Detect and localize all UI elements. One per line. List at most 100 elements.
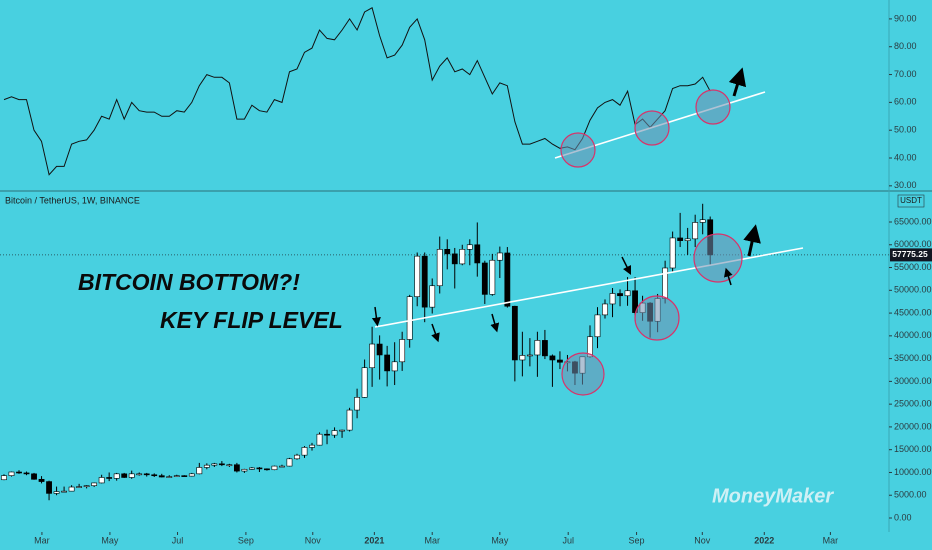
- candle-body: [143, 473, 150, 476]
- candle-body: [279, 465, 285, 468]
- candle-body: [331, 430, 338, 436]
- candle-body: [481, 262, 488, 295]
- highlight-circle: [634, 110, 670, 146]
- x-tick-label: Mar: [424, 535, 440, 545]
- candle-body: [474, 244, 481, 264]
- candle-body: [113, 473, 120, 479]
- candle-body: [692, 222, 699, 240]
- candle-body: [496, 252, 503, 261]
- candle-body: [466, 244, 473, 250]
- arrow: [743, 224, 761, 257]
- candle-body: [677, 237, 684, 241]
- x-tick-label: May: [101, 535, 119, 545]
- y-tick-label: 5000.00: [894, 490, 927, 500]
- last-price-box: [890, 248, 932, 262]
- y-tick-label: 90.00: [894, 13, 917, 23]
- highlight-circle: [634, 295, 680, 341]
- y-tick-label: 80.00: [894, 41, 917, 51]
- candle-body: [136, 473, 143, 476]
- candle-body: [369, 343, 376, 369]
- candle-body: [121, 473, 128, 478]
- y-tick-label: 25000.00: [894, 399, 932, 409]
- candle-body: [504, 252, 511, 307]
- x-tick-label: 2021: [364, 535, 384, 545]
- candle-body: [346, 409, 353, 431]
- candle-body: [609, 293, 616, 305]
- last-price-label: 57775.25: [892, 249, 928, 259]
- candle-body: [241, 468, 248, 472]
- y-tick-label: 40000.00: [894, 330, 932, 340]
- candle-body: [557, 359, 563, 363]
- candle-body: [83, 485, 90, 487]
- candle-body: [294, 454, 300, 460]
- y-tick-label: 0.00: [894, 512, 912, 522]
- candle-body: [1, 475, 7, 481]
- candle-body: [324, 433, 330, 436]
- currency-label: USDT: [900, 196, 922, 205]
- candle-body: [98, 477, 105, 484]
- currency-box: [897, 194, 925, 208]
- candle-body: [166, 476, 173, 478]
- arrow: [621, 256, 632, 276]
- candle-body: [436, 249, 443, 287]
- x-tick-label: Jul: [172, 535, 184, 545]
- candle-body: [256, 467, 263, 470]
- candle-body: [76, 486, 83, 488]
- candle-body: [181, 475, 188, 477]
- candle-body: [354, 397, 360, 411]
- candle-body: [617, 293, 623, 297]
- highlight-circle: [693, 233, 743, 283]
- candle-body: [451, 253, 458, 265]
- candle-body: [669, 237, 676, 269]
- candle-body: [23, 472, 30, 475]
- candle-body: [188, 473, 195, 477]
- candle-body: [218, 463, 225, 466]
- candle-body: [8, 471, 15, 476]
- x-tick-label: Nov: [305, 535, 322, 545]
- x-tick-label: Sep: [629, 535, 645, 545]
- candle-body: [549, 355, 556, 361]
- candle-body: [594, 314, 601, 338]
- candle-body: [226, 464, 233, 467]
- y-tick-label: 15000.00: [894, 444, 932, 454]
- candle-body: [421, 255, 428, 308]
- y-tick-label: 55000.00: [894, 262, 932, 272]
- candle-body: [444, 249, 451, 255]
- y-tick-label: 60000.00: [894, 239, 932, 249]
- arrow: [728, 67, 747, 97]
- candle-body: [316, 433, 323, 446]
- candle-body: [264, 468, 270, 471]
- candle-body: [459, 249, 466, 265]
- symbol-title: Bitcoin / TetherUS, 1W, BINANCE: [5, 195, 140, 205]
- watermark: MoneyMaker: [712, 485, 834, 507]
- candle-body: [106, 477, 113, 479]
- candle-body: [249, 467, 255, 470]
- arrow: [371, 306, 381, 327]
- x-tick-label: Mar: [823, 535, 839, 545]
- candle-body: [624, 290, 631, 297]
- candle-body: [399, 339, 406, 363]
- candle-body: [301, 447, 308, 456]
- candle-body: [602, 303, 608, 316]
- y-tick-label: 20000.00: [894, 421, 932, 431]
- candle-body: [534, 340, 541, 356]
- candle-body: [53, 491, 60, 494]
- candle-body: [61, 490, 67, 493]
- candle-body: [406, 296, 413, 340]
- candle-body: [489, 259, 496, 295]
- y-tick-label: 40.00: [894, 152, 917, 162]
- y-tick-label: 45000.00: [894, 307, 932, 317]
- annotation: BITCOIN BOTTOM?!: [78, 269, 300, 295]
- candle-body: [38, 478, 45, 482]
- y-tick-label: 30000.00: [894, 376, 932, 386]
- y-tick-label: 50000.00: [894, 285, 932, 295]
- candle-body: [429, 285, 436, 308]
- y-tick-label: 35000.00: [894, 353, 932, 363]
- candle-body: [339, 429, 345, 432]
- candle-body: [511, 305, 518, 361]
- candle-body: [203, 464, 210, 468]
- arrow: [724, 267, 733, 286]
- arrow: [490, 313, 500, 333]
- candle-body: [271, 465, 278, 471]
